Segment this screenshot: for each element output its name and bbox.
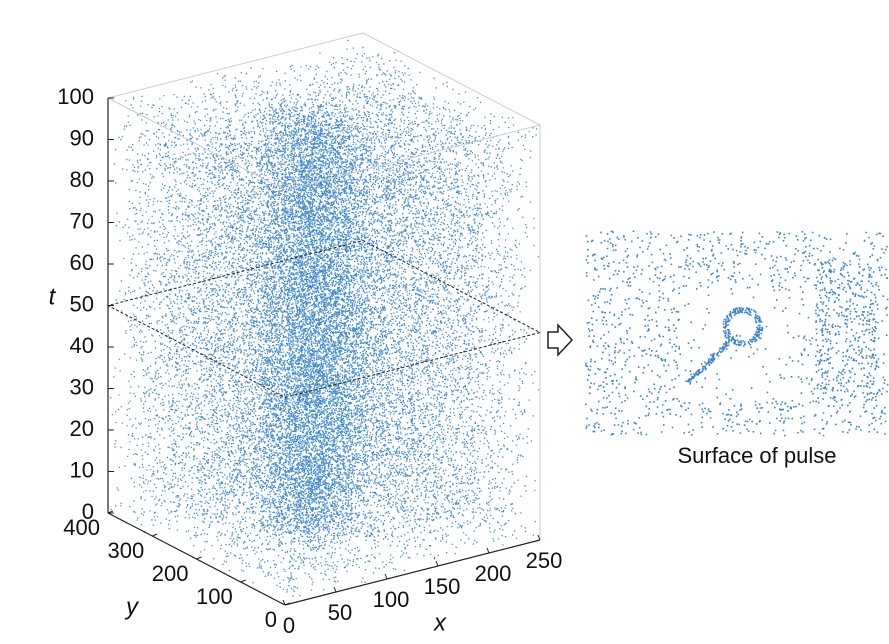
z-tick-label: 100 xyxy=(57,84,94,109)
x-tick-label: 150 xyxy=(424,574,461,599)
inset-caption: Surface of pulse xyxy=(678,443,837,468)
arrow xyxy=(548,325,572,355)
y-tick xyxy=(152,534,157,536)
y-tick-label: 0 xyxy=(265,607,277,632)
x-tick xyxy=(334,587,336,592)
z-tick-label: 60 xyxy=(70,250,94,275)
figure: Surface of pulse t y x 0 10 20 30 40 50 60 70 80… xyxy=(0,0,889,644)
inset-points xyxy=(585,231,888,437)
x-tick-label: 0 xyxy=(283,613,295,638)
y-tick-label: 200 xyxy=(152,561,189,586)
z-axis-label: t xyxy=(49,283,57,310)
x-tick-label: 200 xyxy=(475,561,512,586)
x-axis-label: x xyxy=(433,609,447,636)
z-tick-label: 10 xyxy=(70,457,94,482)
x-tick-label: 100 xyxy=(373,587,410,612)
y-tick xyxy=(197,557,202,559)
x-tick-label: 50 xyxy=(328,600,352,625)
z-tick-label: 30 xyxy=(70,374,94,399)
x-tick xyxy=(487,548,489,553)
x-tick xyxy=(436,561,438,566)
x-tick xyxy=(385,574,387,579)
x-tick-label: 250 xyxy=(526,548,563,573)
point-cloud xyxy=(110,40,539,597)
z-tick-label: 50 xyxy=(70,291,94,316)
z-tick-label: 70 xyxy=(70,208,94,233)
points xyxy=(110,40,539,597)
z-tick-label: 20 xyxy=(70,416,94,441)
z-tick-label: 90 xyxy=(70,125,94,150)
inset xyxy=(585,231,888,437)
z-tick-label: 80 xyxy=(70,167,94,192)
y-tick-label: 400 xyxy=(63,515,100,540)
box-edge xyxy=(108,33,363,98)
y-tick-label: 300 xyxy=(108,538,145,563)
y-tick-label: 100 xyxy=(196,584,233,609)
y-axis-label: y xyxy=(124,593,140,620)
y-tick xyxy=(241,580,246,582)
z-tick-label: 40 xyxy=(70,333,94,358)
